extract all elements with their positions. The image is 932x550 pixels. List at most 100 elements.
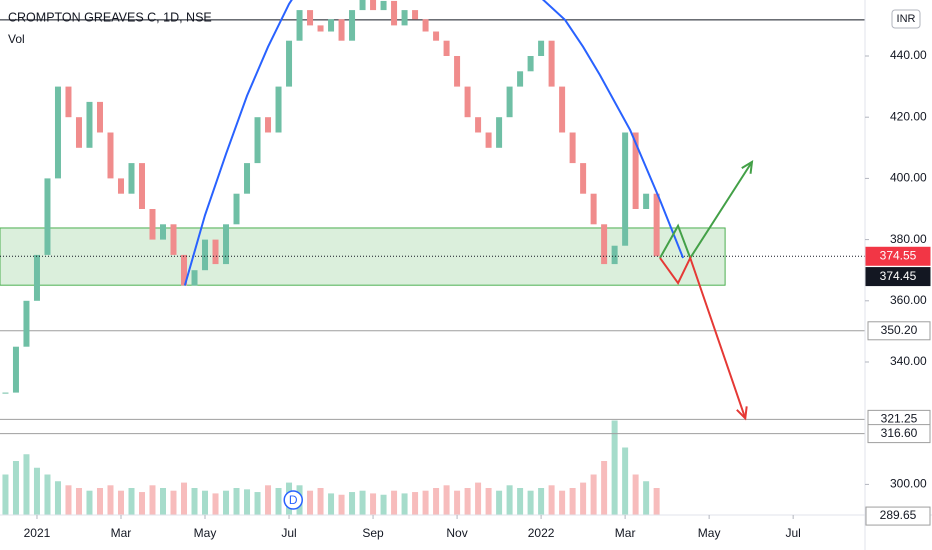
y-tick-label: 380.00	[890, 232, 927, 246]
volume-bar	[160, 488, 167, 515]
volume-bar	[412, 492, 419, 515]
event-marker	[283, 490, 303, 510]
candle	[117, 178, 124, 194]
volume-bar	[569, 488, 576, 515]
candle	[380, 0, 387, 11]
volume-bar	[370, 493, 377, 515]
volume-bar	[496, 490, 503, 515]
candle	[569, 132, 576, 164]
price-label-box	[865, 246, 931, 266]
candle	[170, 224, 177, 255]
candle	[433, 31, 440, 41]
candle	[328, 19, 335, 32]
volume-bar	[223, 490, 230, 515]
volume-bar	[380, 494, 387, 515]
volume-bar	[212, 493, 219, 515]
price-label-box	[865, 267, 931, 287]
volume-bar	[338, 494, 345, 515]
level-label: 321.25	[881, 412, 918, 426]
candle	[212, 239, 219, 265]
volume-bar	[275, 488, 282, 515]
candle	[54, 86, 61, 179]
volume-bar	[149, 485, 156, 515]
price-label: 374.45	[880, 269, 917, 283]
x-tick-label: Jul	[281, 526, 296, 540]
volume-bar	[590, 474, 597, 515]
volume-bar	[506, 485, 513, 515]
volume-bar	[75, 488, 82, 515]
x-tick-label: 2021	[24, 526, 51, 540]
volume-bar	[170, 490, 177, 515]
y-tick-label: 400.00	[890, 171, 927, 185]
candle	[128, 163, 135, 194]
candle	[401, 10, 408, 26]
candle	[96, 101, 103, 133]
candle	[23, 300, 30, 347]
candle	[643, 193, 650, 209]
candle	[86, 101, 93, 148]
event-label: D	[289, 493, 298, 507]
volume-bar	[12, 461, 19, 515]
x-tick-label: 2022	[528, 526, 555, 540]
candle	[496, 117, 503, 148]
candle	[464, 86, 471, 118]
volume-bar	[622, 447, 629, 515]
level-label: 350.20	[881, 323, 918, 337]
candle	[138, 163, 145, 209]
y-tick-label: 360.00	[890, 293, 927, 307]
volume-bar	[454, 490, 461, 515]
volume-bar	[191, 488, 198, 515]
volume-bar	[265, 485, 272, 515]
candle	[517, 71, 524, 87]
y-tick-label: 300.00	[890, 477, 927, 491]
volume-bar	[517, 488, 524, 515]
volume-label: Vol	[8, 32, 25, 46]
volume-bar	[244, 489, 251, 515]
candle	[265, 117, 272, 133]
volume-bar	[254, 492, 261, 515]
volume-bar	[559, 490, 566, 515]
candle	[12, 346, 19, 393]
volume-bar	[632, 474, 639, 515]
candle	[391, 0, 398, 26]
level-label: 316.60	[881, 426, 918, 440]
candle	[202, 239, 209, 271]
candle	[506, 86, 513, 118]
volume-bar	[44, 474, 51, 515]
volume-bar	[317, 488, 324, 515]
volume-bar	[580, 482, 587, 515]
volume-bar	[349, 492, 356, 515]
candle	[580, 163, 587, 194]
candle	[338, 19, 345, 41]
x-tick-label: Mar	[615, 526, 636, 540]
drawing	[183, 0, 685, 286]
volume-bar	[643, 481, 650, 515]
volume-bar	[233, 488, 240, 515]
volume-bar	[23, 454, 30, 515]
candle	[181, 254, 188, 286]
volume-bar	[138, 492, 145, 515]
volume-bar	[433, 488, 440, 515]
volume-bar	[96, 488, 103, 515]
candle	[653, 193, 660, 257]
volume-bar	[33, 467, 40, 515]
volume-bar	[464, 488, 471, 515]
volume-bar	[128, 488, 135, 515]
x-tick-label: Jul	[785, 526, 800, 540]
candle	[286, 40, 293, 87]
candle	[632, 132, 639, 209]
candle	[223, 224, 230, 265]
volume-bar	[359, 490, 366, 515]
volume-bar	[2, 474, 9, 515]
candle	[149, 208, 156, 240]
volume-bar	[401, 493, 408, 515]
volume-bar	[611, 420, 618, 515]
drawing	[659, 255, 747, 419]
volume-bar	[475, 482, 482, 515]
price-label: 289.65	[880, 508, 917, 522]
candle	[359, 0, 366, 11]
candle	[370, 0, 377, 11]
candle	[307, 10, 314, 26]
candle	[275, 86, 282, 133]
